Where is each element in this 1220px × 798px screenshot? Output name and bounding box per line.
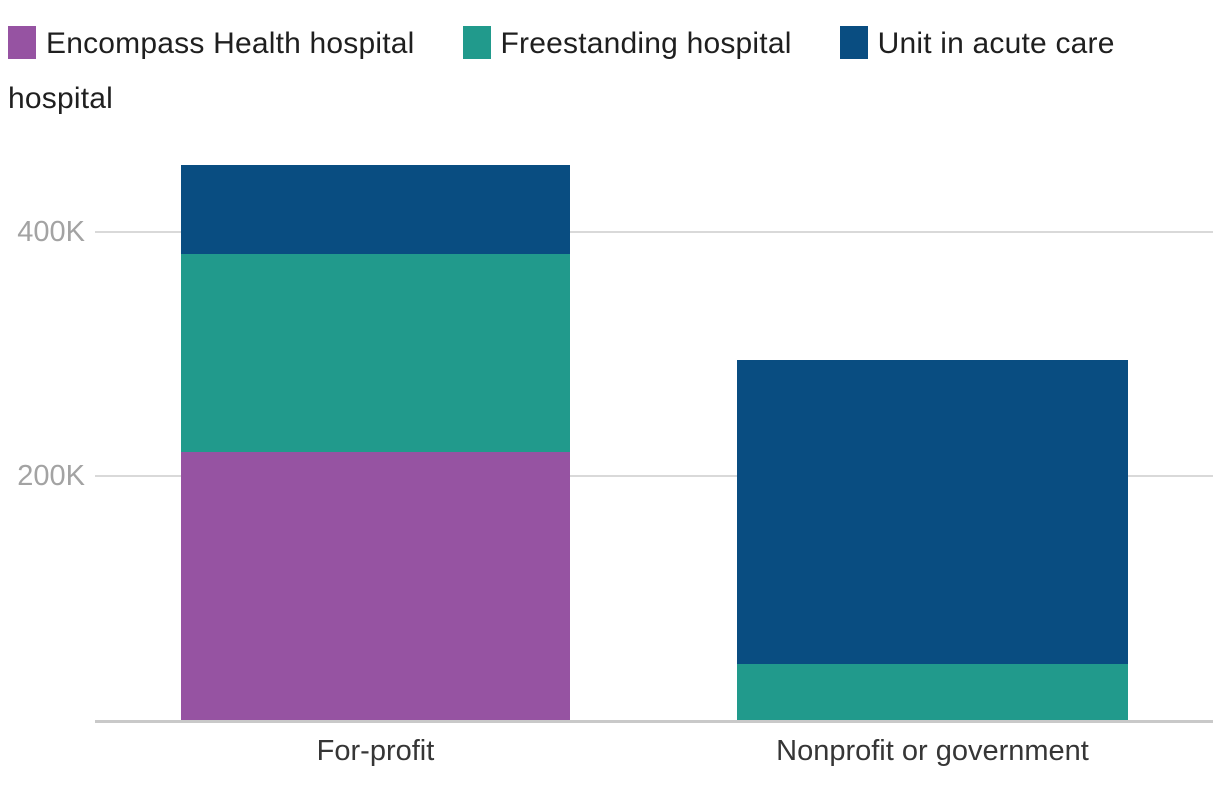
y-axis-tick-label: 200K	[17, 460, 85, 492]
legend-item: Freestanding hospital	[462, 26, 792, 60]
x-axis-category-label: Nonprofit or government	[776, 735, 1089, 767]
legend-swatch-icon	[839, 26, 868, 59]
plot-area: 200K 400K For-profit Nonprofit or governmen…	[0, 150, 1220, 767]
bar-segment	[737, 360, 1128, 664]
x-axis-category-label: For-profit	[316, 735, 435, 767]
legend-item-label: Encompass Health hospital	[46, 27, 415, 60]
y-axis-tick-label: 400K	[17, 216, 85, 248]
bar-segment	[737, 663, 1128, 720]
bar-segment	[181, 164, 570, 254]
legend-item-label: Unit in acute care hospital	[8, 27, 1115, 115]
gridline	[95, 231, 1213, 233]
x-axis-line	[95, 720, 1213, 723]
gridline	[95, 475, 1213, 477]
legend-swatch-icon	[8, 26, 36, 59]
legend-item: Unit in acute care hospital	[8, 26, 1115, 115]
bar-segment	[181, 253, 570, 452]
legend-item-label: Freestanding hospital	[500, 27, 792, 60]
legend: Encompass Health hospital Freestanding ho…	[0, 0, 1220, 126]
legend-item: Encompass Health hospital	[8, 26, 415, 60]
bar-segment	[181, 451, 570, 720]
legend-swatch-icon	[462, 26, 491, 59]
